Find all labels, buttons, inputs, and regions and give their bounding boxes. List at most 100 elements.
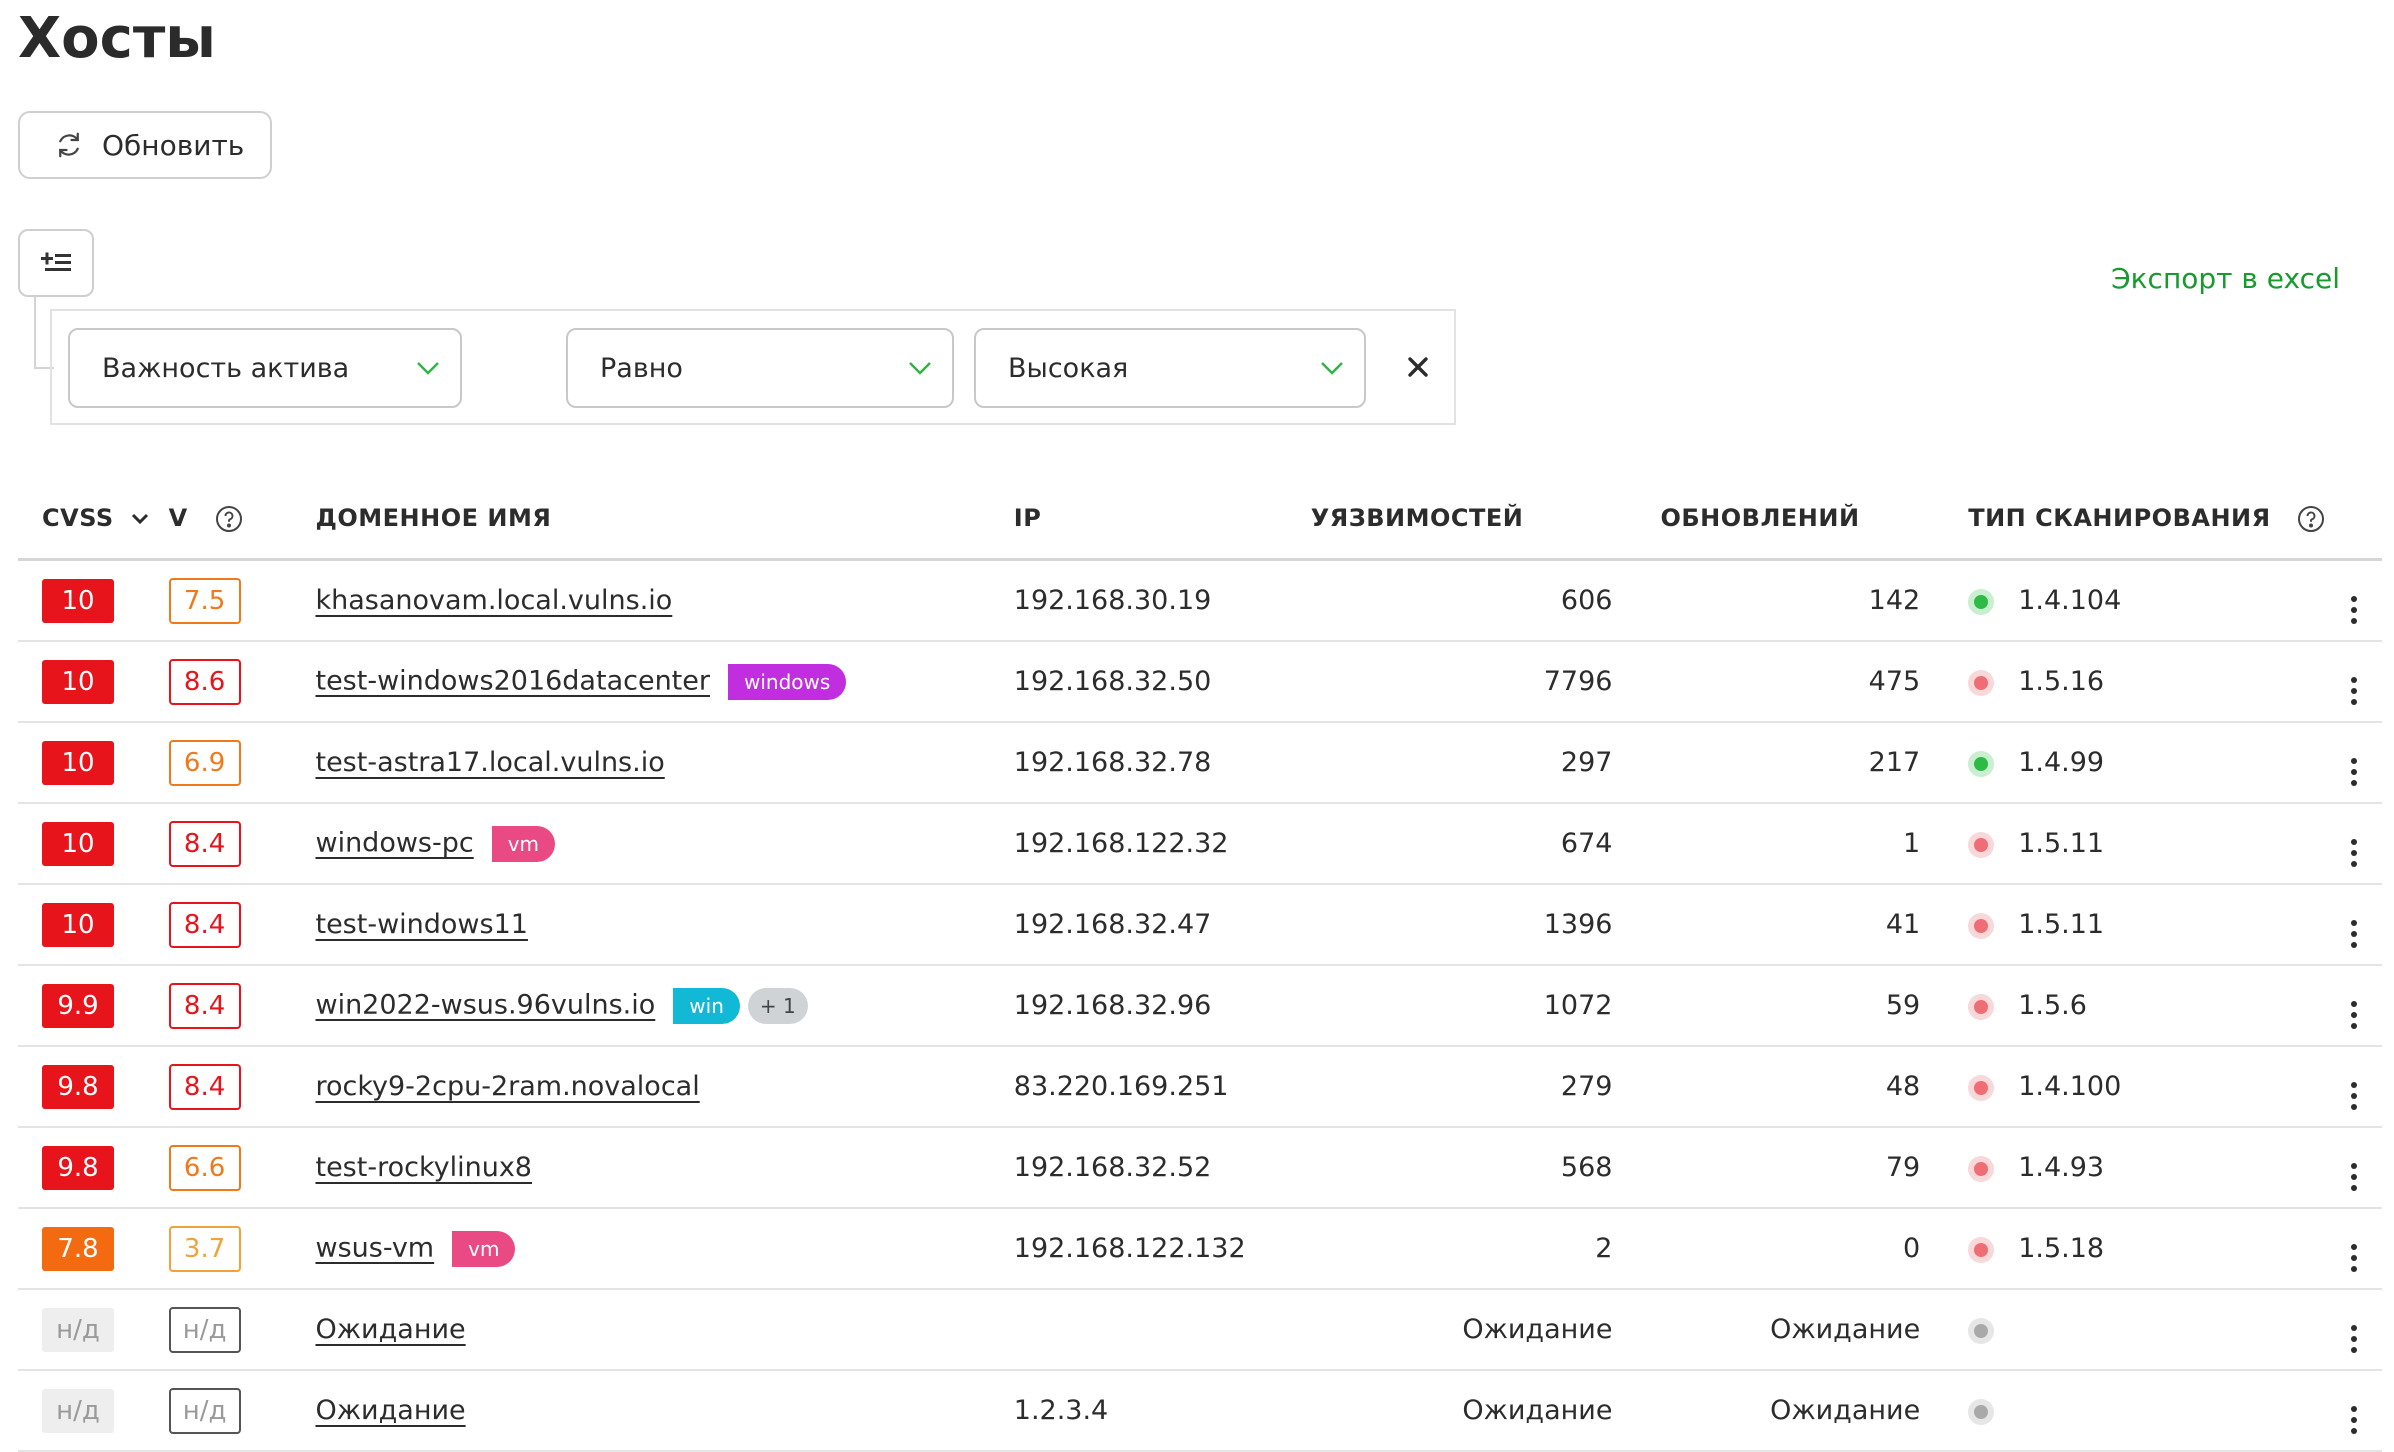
table-row[interactable]: 9.9 8.4 win2022-wsus.96vulns.io win + 1 19…: [18, 965, 2382, 1047]
ip-cell: 192.168.32.47: [1013, 884, 1261, 966]
vulns-cell: 674: [1260, 803, 1613, 885]
more-actions-icon[interactable]: [2350, 757, 2357, 786]
add-filter-button[interactable]: [18, 229, 94, 297]
vulns-cell: 1396: [1260, 884, 1613, 966]
scan-type-cell: 1.5.11: [1920, 803, 2326, 885]
v-score-badge: 6.9: [168, 739, 241, 786]
column-header-updates[interactable]: ОБНОВЛЕНИЙ: [1612, 478, 1921, 561]
table-row[interactable]: н/д н/д Ожидание 1.2.3.4 Ожидание Ожидан…: [18, 1370, 2382, 1452]
host-tag[interactable]: win: [673, 987, 740, 1024]
table-row[interactable]: 7.8 3.7 wsus-vm vm 192.168.122.132 2 0 1.…: [18, 1208, 2382, 1290]
column-header-ip[interactable]: IP: [1013, 478, 1261, 561]
vulns-cell: 279: [1260, 1046, 1613, 1128]
more-actions-icon[interactable]: [2350, 1162, 2357, 1191]
more-actions-icon[interactable]: [2350, 1324, 2357, 1353]
more-actions-icon[interactable]: [2350, 1405, 2357, 1434]
export-excel-link[interactable]: Экспорт в excel: [2111, 262, 2340, 295]
v-score-badge: 8.4: [168, 982, 241, 1029]
more-tags-badge[interactable]: + 1: [747, 987, 808, 1024]
updates-cell: 59: [1612, 965, 1921, 1047]
host-link[interactable]: wsus-vm: [315, 1232, 435, 1263]
more-actions-icon[interactable]: [2350, 1000, 2357, 1029]
actions-cell: [2325, 641, 2382, 723]
v-score-badge: 7.5: [168, 577, 241, 624]
cvss-cell: 7.8: [18, 1208, 169, 1290]
scan-type-cell: 1.5.18: [1920, 1208, 2326, 1290]
table-row[interactable]: 9.8 6.6 test-rockylinux8 192.168.32.52 5…: [18, 1127, 2382, 1209]
ip-cell: 192.168.32.78: [1013, 722, 1261, 804]
host-link[interactable]: test-rockylinux8: [315, 1152, 532, 1183]
cvss-badge: 10: [42, 740, 114, 785]
updates-cell: Ожидание: [1612, 1289, 1921, 1371]
more-actions-icon[interactable]: [2350, 838, 2357, 867]
more-actions-icon[interactable]: [2350, 676, 2357, 705]
table-row[interactable]: 10 8.4 windows-pc vm 192.168.122.32 674 1…: [18, 803, 2382, 885]
host-link[interactable]: Ожидание: [315, 1395, 466, 1426]
v-cell: 8.4: [168, 803, 316, 885]
host-tag[interactable]: vm: [452, 1230, 516, 1267]
cvss-badge: 9.9: [42, 983, 114, 1028]
table-row[interactable]: 10 8.4 test-windows11 192.168.32.47 1396…: [18, 884, 2382, 966]
updates-cell: 217: [1612, 722, 1921, 804]
more-actions-icon[interactable]: [2350, 595, 2357, 624]
column-header-scan-type[interactable]: ТИП СКАНИРОВАНИЯ: [1920, 478, 2326, 561]
table-row[interactable]: 9.8 8.4 rocky9-2cpu-2ram.novalocal 83.22…: [18, 1046, 2382, 1128]
scan-type-cell: 1.5.16: [1920, 641, 2326, 723]
scan-version: 1.4.104: [2018, 585, 2122, 616]
host-link[interactable]: rocky9-2cpu-2ram.novalocal: [315, 1071, 700, 1102]
table-row[interactable]: н/д н/д Ожидание Ожидание Ожидание: [18, 1289, 2382, 1371]
cvss-badge: н/д: [42, 1388, 114, 1433]
actions-cell: [2325, 722, 2382, 804]
ip-cell: [1013, 1289, 1261, 1371]
filter-field-select[interactable]: Важность актива: [68, 328, 462, 408]
table-row[interactable]: 10 8.6 test-windows2016datacenter windows…: [18, 641, 2382, 723]
filter-operator-select[interactable]: Равно: [566, 328, 954, 408]
status-dot-icon: [1968, 1155, 1995, 1182]
scan-type-cell: [1920, 1289, 2326, 1371]
host-link[interactable]: win2022-wsus.96vulns.io: [315, 989, 656, 1020]
host-link[interactable]: windows-pc: [315, 827, 474, 858]
host-link[interactable]: Ожидание: [315, 1314, 466, 1345]
column-header-cvss[interactable]: CVSS: [18, 478, 169, 561]
cvss-cell: н/д: [18, 1289, 169, 1371]
cvss-badge: 10: [42, 578, 114, 623]
domain-cell: win2022-wsus.96vulns.io win + 1: [315, 965, 1014, 1047]
v-cell: 8.4: [168, 884, 316, 966]
refresh-button[interactable]: Обновить: [18, 111, 272, 179]
host-tag[interactable]: vm: [491, 825, 556, 862]
table-row[interactable]: 10 6.9 test-astra17.local.vulns.io 192.1…: [18, 722, 2382, 804]
table-row[interactable]: 10 7.5 khasanovam.local.vulns.io 192.168…: [18, 559, 2382, 642]
more-actions-icon[interactable]: [2350, 1243, 2357, 1272]
domain-cell: khasanovam.local.vulns.io: [315, 559, 1014, 642]
host-link[interactable]: test-astra17.local.vulns.io: [315, 747, 665, 778]
scan-version: 1.5.16: [2018, 666, 2105, 697]
chevron-down-icon: [417, 362, 439, 375]
host-link[interactable]: test-windows2016datacenter: [315, 665, 710, 696]
host-link[interactable]: khasanovam.local.vulns.io: [315, 585, 673, 616]
ip-cell: 192.168.32.50: [1013, 641, 1261, 723]
host-link[interactable]: test-windows11: [315, 909, 528, 940]
v-cell: 8.4: [168, 965, 316, 1047]
column-header-v[interactable]: V: [168, 478, 316, 561]
remove-filter-button[interactable]: [1396, 345, 1440, 389]
status-dot-icon: [1968, 1317, 1995, 1344]
v-score-badge: 8.4: [168, 820, 241, 867]
more-actions-icon[interactable]: [2350, 1081, 2357, 1110]
v-cell: 3.7: [168, 1208, 316, 1290]
actions-cell: [2325, 1370, 2382, 1452]
column-header-vulns[interactable]: УЯЗВИМОСТЕЙ: [1260, 478, 1613, 561]
host-tag[interactable]: windows: [727, 663, 847, 700]
help-icon[interactable]: [215, 505, 243, 533]
vulns-cell: 568: [1260, 1127, 1613, 1209]
scan-type-cell: 1.5.6: [1920, 965, 2326, 1047]
filter-value-select[interactable]: Высокая: [974, 328, 1366, 408]
scan-type-cell: 1.4.99: [1920, 722, 2326, 804]
updates-cell: 41: [1612, 884, 1921, 966]
status-dot-icon: [1968, 588, 1995, 615]
column-header-domain[interactable]: ДОМЕННОЕ ИМЯ: [315, 478, 1014, 561]
close-icon: [1408, 357, 1428, 377]
help-icon[interactable]: [2297, 505, 2325, 533]
domain-cell: test-windows11: [315, 884, 1014, 966]
more-actions-icon[interactable]: [2350, 919, 2357, 948]
v-score-badge: н/д: [168, 1306, 241, 1353]
